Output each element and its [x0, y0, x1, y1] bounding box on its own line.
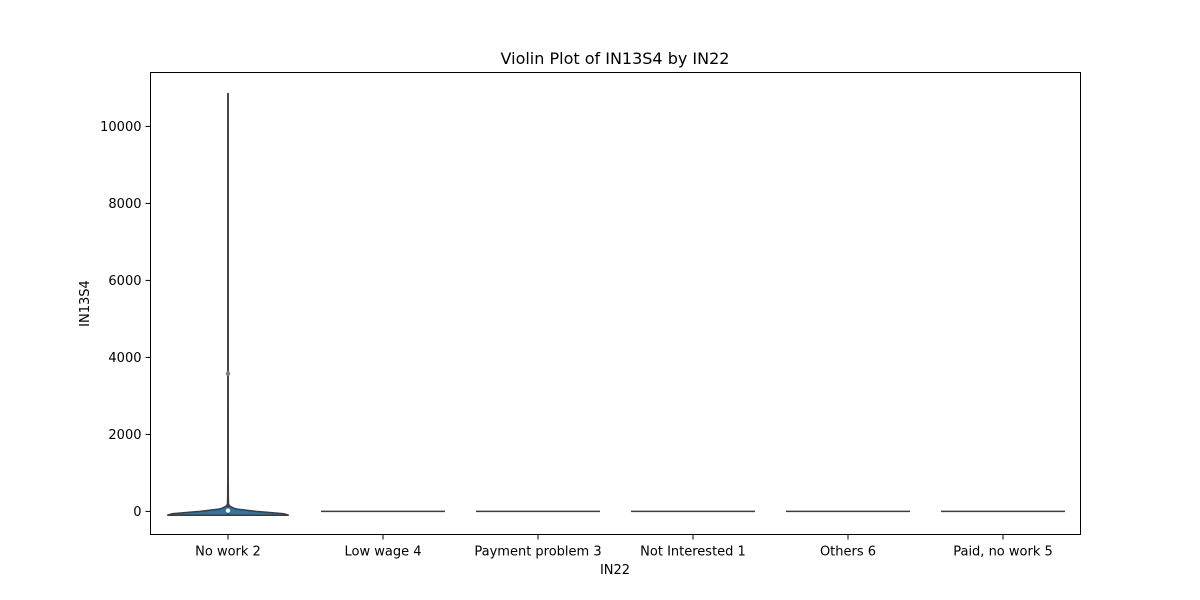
- x-tick-label: Others 6: [820, 545, 876, 560]
- x-tick-label: Low wage 4: [345, 545, 422, 560]
- y-axis-label: IN13S4: [78, 280, 93, 327]
- y-tick-label: 6000: [108, 274, 141, 289]
- violins-layer: [167, 92, 1065, 516]
- x-tick-label: Not Interested 1: [640, 545, 746, 560]
- y-axis-ticks: 0 2000 4000 6000 8000 10000: [100, 120, 151, 520]
- x-tick-label: No work 2: [195, 545, 261, 560]
- violin-marker: [225, 371, 231, 376]
- x-tick-label: Payment problem 3: [474, 545, 601, 560]
- y-tick-label: 0: [133, 505, 141, 520]
- x-axis-ticks: No work 2 Low wage 4 Payment problem 3 Not …: [195, 534, 1053, 560]
- plot-frame: [150, 72, 1081, 535]
- y-tick-label: 4000: [108, 351, 141, 366]
- violin-0: [167, 92, 289, 516]
- y-tick-label: 10000: [100, 120, 141, 135]
- y-tick-label: 8000: [108, 197, 141, 212]
- violin-median: [225, 508, 231, 513]
- y-tick-label: 2000: [108, 428, 141, 443]
- x-tick-label: Paid, no work 5: [953, 545, 1053, 560]
- chart-title: Violin Plot of IN13S4 by IN22: [501, 49, 730, 68]
- x-axis-label: IN22: [600, 563, 630, 578]
